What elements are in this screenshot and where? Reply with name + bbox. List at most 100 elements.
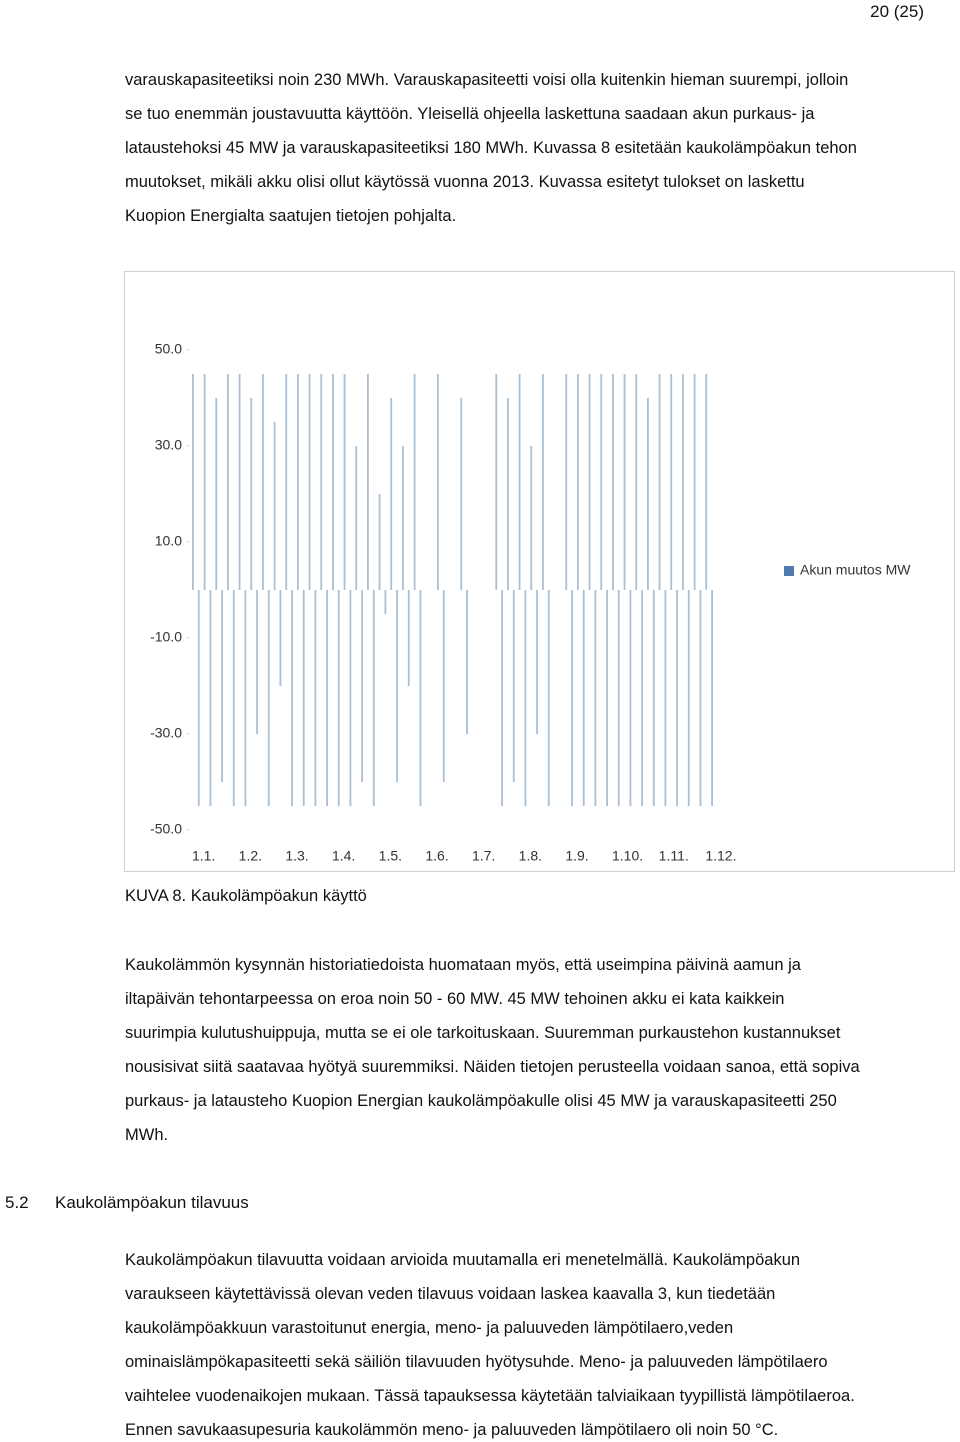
bar — [361, 590, 363, 782]
bar — [314, 590, 317, 806]
bar — [612, 374, 614, 590]
bar — [501, 590, 503, 806]
bar — [349, 590, 352, 806]
bar — [291, 590, 293, 806]
text-line: suurimpia kulutushuippuja, mutta se ei o… — [125, 1024, 841, 1042]
section-title: Kaukolämpöakun tilavuus — [55, 1193, 249, 1212]
bar — [582, 590, 585, 806]
bar — [606, 590, 608, 806]
bar — [641, 590, 643, 806]
bar — [297, 374, 299, 590]
text-line: kaukolämpöakkuun varastoitunut energia, … — [125, 1319, 734, 1337]
text-line: Ennen savukaasupesuria kaukolämmön meno-… — [125, 1421, 779, 1439]
bar — [320, 374, 323, 590]
bar — [250, 398, 253, 590]
bar — [687, 590, 690, 806]
x-tick-label: 1.2. — [239, 848, 262, 864]
bar — [355, 446, 358, 590]
x-tick-label: 1.3. — [285, 848, 308, 864]
x-tick-label: 1.12. — [705, 848, 736, 864]
bar — [390, 398, 393, 590]
bar — [244, 590, 247, 806]
x-tick-label: 1.5. — [379, 848, 402, 864]
section-number: 5.2 — [5, 1193, 29, 1212]
bar — [273, 422, 276, 590]
x-tick-label: 1.7. — [472, 848, 495, 864]
text-line: vaihtelee vuodenaikojen mukaan. Tässä ta… — [125, 1387, 855, 1405]
x-tick-label: 1.8. — [519, 848, 542, 864]
bar — [652, 590, 655, 806]
legend-swatch — [784, 566, 794, 576]
bar — [419, 590, 422, 806]
bar — [524, 590, 527, 806]
bar — [670, 374, 673, 590]
bar — [407, 590, 410, 686]
bar — [215, 398, 218, 590]
bar — [285, 374, 288, 590]
bar — [232, 590, 235, 806]
x-tick-label: 1.11. — [659, 848, 689, 864]
y-tick-label: 30.0 — [155, 437, 182, 453]
bar — [536, 590, 538, 734]
bar — [192, 374, 194, 590]
bar — [221, 590, 223, 782]
text-line: iltapäivän tehontarpeessa on eroa noin 5… — [125, 990, 785, 1008]
bar — [203, 374, 206, 590]
bar — [238, 374, 241, 590]
bar — [623, 374, 626, 590]
bar — [711, 590, 713, 806]
bar — [267, 590, 270, 806]
bar — [594, 590, 597, 806]
y-tick-label: -10.0 — [150, 629, 182, 645]
bar — [396, 590, 398, 782]
bar — [705, 374, 708, 590]
text-line: lataustehoksi 45 MW ja varauskapasiteeti… — [125, 139, 857, 157]
bar — [495, 374, 498, 590]
bar — [676, 590, 678, 806]
text-line: muutokset, mikäli akku olisi ollut käytö… — [125, 173, 805, 191]
bar — [378, 494, 381, 590]
legend-label: Akun muutos MW — [800, 562, 911, 578]
bar — [635, 374, 638, 590]
bar — [326, 590, 328, 806]
bar — [577, 374, 579, 590]
bar — [542, 374, 544, 590]
x-tick-label: 1.9. — [565, 848, 588, 864]
bar — [664, 590, 667, 806]
bar — [227, 374, 229, 590]
bar — [565, 374, 568, 590]
text-line: nousisivat siitä saatavaa hyötyä suuremm… — [125, 1058, 860, 1076]
bar — [507, 398, 509, 590]
y-tick-label: 10.0 — [155, 533, 182, 549]
y-tick-label: 50.0 — [155, 341, 182, 357]
text-line: Kaukolämmön kysynnän historiatiedoista h… — [125, 956, 801, 974]
bar — [332, 374, 334, 590]
bar — [367, 374, 369, 590]
bar — [337, 590, 340, 806]
text-line: varauskapasiteetiksi noin 230 MWh. Varau… — [125, 71, 849, 89]
text-line: MWh. — [125, 1126, 169, 1144]
bar — [693, 374, 696, 590]
bar — [302, 590, 305, 806]
bar — [466, 590, 468, 734]
bar — [308, 374, 311, 590]
bar — [658, 374, 661, 590]
x-tick-label: 1.4. — [332, 848, 355, 864]
bar — [518, 374, 521, 590]
x-tick-label: 1.10. — [612, 848, 643, 864]
page-number: 20 (25) — [870, 2, 924, 21]
bar — [600, 374, 603, 590]
bar — [437, 374, 439, 590]
text-line: ominaislämpökapasiteetti sekä säiliön ti… — [125, 1353, 828, 1371]
bar — [256, 590, 258, 734]
bar — [262, 374, 264, 590]
bar — [530, 446, 533, 590]
bar — [413, 374, 416, 590]
x-tick-label: 1.6. — [425, 848, 448, 864]
bar — [197, 590, 200, 806]
x-tick-label: 1.1. — [192, 848, 215, 864]
bar — [460, 398, 463, 590]
bar — [402, 446, 404, 590]
text-line: Kuopion Energialta saatujen tietojen poh… — [125, 207, 457, 225]
